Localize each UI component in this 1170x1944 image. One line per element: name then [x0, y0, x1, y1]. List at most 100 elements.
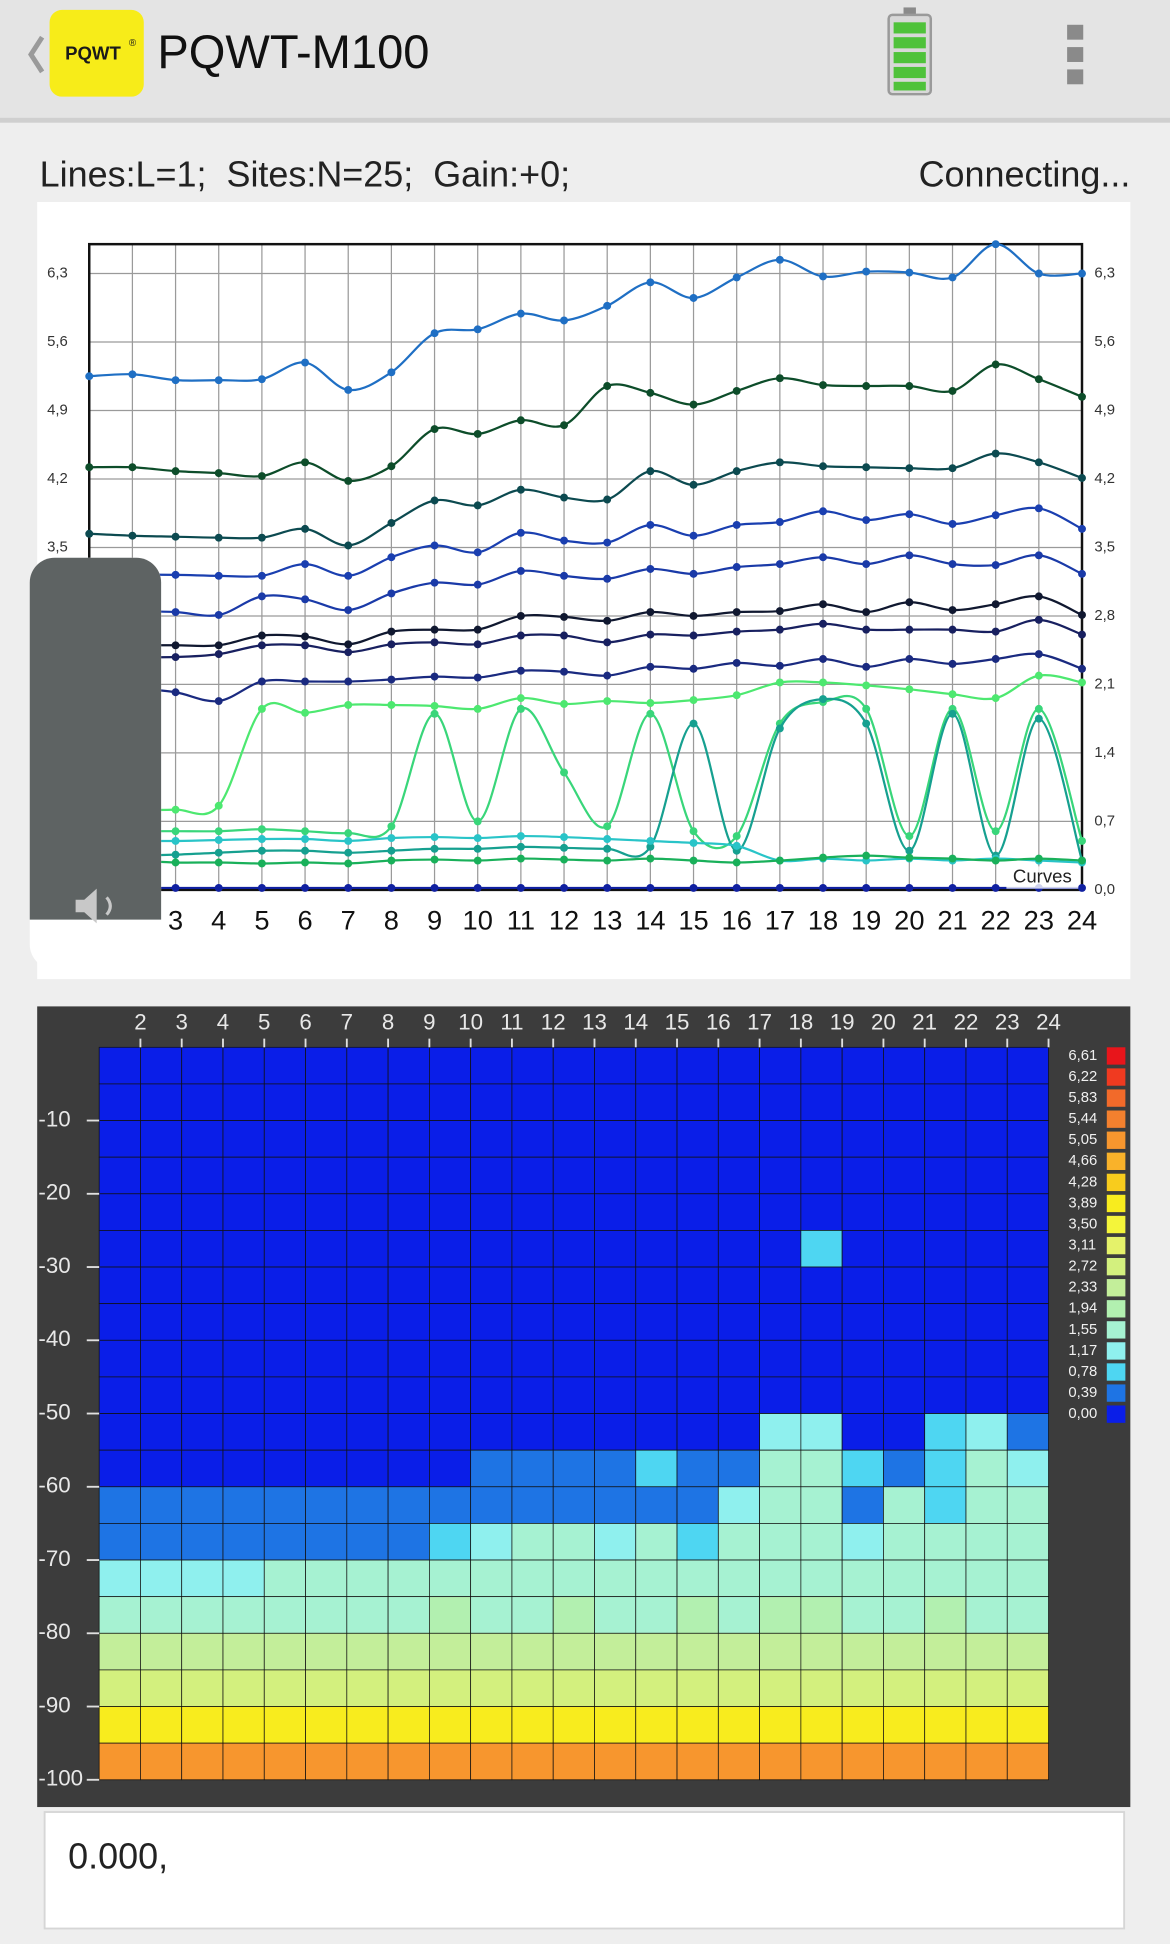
section-cell [552, 1339, 595, 1378]
section-cell [263, 1669, 306, 1707]
section-cell [263, 1046, 306, 1085]
section-cell [841, 1523, 884, 1561]
volume-overlay[interactable] [29, 557, 162, 970]
curve-point [991, 449, 1000, 458]
section-cell [800, 1706, 843, 1744]
section-cell [800, 1596, 843, 1634]
section-cell [222, 1596, 265, 1634]
logo-mark: ® [129, 38, 137, 49]
battery-bar [893, 66, 926, 79]
curve-point [387, 701, 396, 709]
section-chart: 2 3 4 5 6 7 8 9 10 11 12 13 14 15 16 17 18 19 20 21 22 23 24-1… [38, 1010, 1126, 1791]
section-cell [759, 1120, 802, 1158]
section-cell [140, 1449, 183, 1488]
section-cell [429, 1449, 472, 1488]
curve-point [905, 625, 914, 634]
curve-point [430, 541, 439, 550]
section-cell [594, 1742, 637, 1781]
battery-bar [893, 81, 926, 91]
curve-point [862, 883, 871, 892]
curve-point [257, 825, 266, 834]
section-cell [635, 1413, 678, 1451]
curve-point [430, 578, 439, 587]
section-cell [965, 1266, 1008, 1305]
section-cell [759, 1046, 802, 1085]
curve-point [819, 600, 827, 609]
section-cell [387, 1156, 430, 1195]
curve-point [171, 858, 180, 867]
section-cell [511, 1486, 554, 1524]
section-cell [387, 1230, 430, 1268]
curve-point [603, 835, 612, 843]
y-tick-label: -30 [38, 1253, 70, 1278]
curve-point [171, 688, 180, 697]
section-cell [552, 1046, 595, 1085]
curve-point [516, 566, 525, 575]
curve-point [430, 855, 439, 864]
curve-point [257, 704, 266, 713]
curve-point [775, 883, 784, 892]
section-cell [883, 1669, 926, 1707]
section-cell [552, 1156, 595, 1195]
curve-point [603, 883, 612, 892]
curve-point [257, 592, 266, 601]
curve-point [387, 368, 396, 377]
section-cell [717, 1523, 760, 1561]
curve-point [603, 495, 612, 504]
section-cell [181, 1120, 224, 1158]
menu-button[interactable] [1067, 24, 1084, 85]
curve-point [473, 325, 482, 334]
section-cell [305, 1120, 348, 1158]
curve-point [862, 516, 871, 525]
x-tick-label: 22 [954, 1010, 979, 1035]
legend-label: 1,17 [1068, 1343, 1097, 1359]
curve-point [301, 358, 310, 367]
section-cell [1006, 1266, 1049, 1305]
legend-swatch [1106, 1152, 1126, 1170]
curve-point [732, 467, 741, 476]
section-cell [594, 1413, 637, 1451]
section-cell [222, 1193, 265, 1231]
curve-point [344, 883, 353, 892]
section-cell [222, 1156, 265, 1195]
section-cell [883, 1266, 926, 1305]
curve-point [85, 463, 94, 472]
section-cell [140, 1596, 183, 1634]
section-cell [924, 1046, 967, 1085]
section-cell [552, 1376, 595, 1414]
section-cell [635, 1230, 678, 1268]
curve-point [516, 694, 525, 703]
back-button[interactable] [28, 35, 45, 74]
curve-point [948, 606, 957, 615]
legend-label: 1,94 [1068, 1301, 1097, 1317]
y-tick-label: 2,1 [1094, 676, 1115, 692]
section-cell [305, 1596, 348, 1634]
section-cell [552, 1669, 595, 1707]
x-tick-label: 6 [297, 904, 312, 935]
section-cell [717, 1449, 760, 1488]
section-cell [98, 1413, 141, 1451]
x-tick-label: 8 [384, 904, 399, 935]
curve-point [214, 827, 223, 836]
curve-point [516, 416, 525, 425]
curve-point [430, 496, 439, 505]
section-cell [552, 1266, 595, 1305]
section-cell [717, 1559, 760, 1598]
curve-point [516, 611, 525, 620]
logo [49, 9, 144, 97]
curve-point [301, 560, 310, 569]
section-cell [717, 1156, 760, 1195]
section-cell [594, 1523, 637, 1561]
legend-label: 5,83 [1068, 1090, 1097, 1106]
curve-point [171, 467, 180, 476]
section-cell [924, 1596, 967, 1634]
legend-label: 5,44 [1068, 1111, 1097, 1127]
x-tick-label: 21 [937, 904, 967, 935]
curve-point [689, 294, 698, 302]
curve-point [85, 529, 94, 538]
curve-point [646, 854, 655, 863]
y-tick-label: -50 [38, 1399, 70, 1424]
curve-point [905, 832, 914, 841]
curve-point [560, 855, 569, 864]
output-box[interactable] [43, 1811, 1126, 1930]
